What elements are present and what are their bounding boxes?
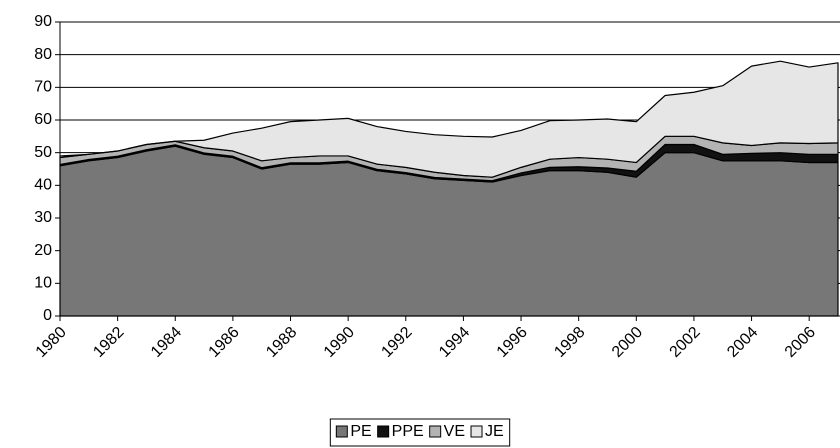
x-tick-label: 1994: [436, 324, 473, 361]
area: [59, 60, 839, 178]
legend: PE PPE VE JE: [329, 418, 511, 447]
x-tick-label: 2000: [609, 324, 646, 361]
x-tick-label: 1988: [263, 324, 300, 361]
x-tick-label: 1992: [378, 324, 415, 361]
y-tick-label: 60: [34, 111, 52, 128]
y-tick-label: 50: [34, 144, 52, 161]
x-tick-label: 1980: [33, 324, 70, 361]
y-tick-label: 10: [34, 275, 52, 292]
legend-label: VE: [444, 423, 465, 440]
legend-label: JE: [485, 423, 504, 440]
legend-swatch: [470, 425, 483, 438]
x-tick-label: 1986: [206, 324, 243, 361]
y-tick-label: 30: [34, 209, 52, 226]
legend-label: PE: [350, 423, 371, 440]
legend-label: PPE: [392, 423, 424, 440]
x-tick-label: 2004: [724, 324, 761, 361]
legend-swatch: [335, 425, 348, 438]
x-tick-label: 1984: [148, 324, 185, 361]
legend-swatch: [377, 425, 390, 438]
x-tick-label: 2002: [667, 324, 704, 361]
y-tick-label: 80: [34, 46, 52, 63]
y-tick-label: 40: [34, 177, 52, 194]
y-tick-label: 70: [34, 79, 52, 96]
x-tick-label: 1998: [551, 324, 588, 361]
x-tick-label: 1982: [90, 324, 127, 361]
y-tick-label: 90: [34, 13, 52, 30]
y-tick-label: 0: [43, 307, 52, 324]
x-tick-label: 1990: [321, 324, 358, 361]
y-tick-label: 20: [34, 242, 52, 259]
x-tick-label: 1996: [494, 324, 531, 361]
legend-swatch: [429, 425, 442, 438]
x-tick-label: 2006: [782, 324, 819, 361]
